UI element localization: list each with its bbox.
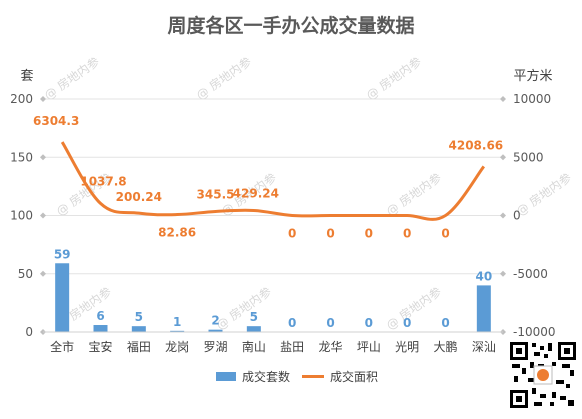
watermark-text: @ 房地内参 xyxy=(513,170,574,219)
left-tick-marker xyxy=(40,154,46,161)
x-tick-label: 龙华 xyxy=(318,340,342,354)
watermark-text: @ 房地内参 xyxy=(213,284,274,333)
left-axis: 0 50 100 150 200 xyxy=(10,92,46,339)
left-tick-marker xyxy=(40,270,46,277)
bar xyxy=(131,326,146,332)
line-data-label: 4208.66 xyxy=(449,138,504,152)
x-tick-label: 宝安 xyxy=(88,339,112,354)
left-tick-label: 50 xyxy=(18,267,33,281)
x-tick-label: 大鹏 xyxy=(433,340,457,354)
x-tick-label: 福田 xyxy=(127,339,151,354)
bar-data-label: 0 xyxy=(326,316,334,330)
x-tick-label: 盐田 xyxy=(280,340,304,354)
line-data-label: 0 xyxy=(441,227,449,241)
watermark-text: @ 房地内参 xyxy=(383,284,444,333)
x-axis: 全市 宝安 福田 龙岗 罗湖 南山 盐田 龙华 坪山 光明 大鹏 深汕 xyxy=(43,331,503,354)
left-axis-unit: 套 xyxy=(20,68,33,84)
bar-data-label: 59 xyxy=(54,247,71,261)
legend-swatch-bar xyxy=(216,372,236,381)
x-tick-label: 深汕 xyxy=(472,340,496,354)
line-data-label: 0 xyxy=(403,227,411,241)
line-data-label: 0 xyxy=(326,227,334,241)
right-tick-label: -5000 xyxy=(513,267,548,281)
left-tick-label: 0 xyxy=(25,325,33,339)
bar-data-label: 0 xyxy=(441,316,449,330)
bar-data-label: 5 xyxy=(250,310,258,324)
legend-label-bar: 成交套数 xyxy=(242,369,290,384)
bar xyxy=(208,329,223,332)
right-axis-unit: 平方米 xyxy=(513,68,552,84)
right-tick-marker xyxy=(500,154,506,161)
x-tick-label: 罗湖 xyxy=(203,339,227,354)
legend-label-line: 成交面积 xyxy=(330,369,378,384)
bar-data-label: 1 xyxy=(173,315,181,329)
line-data-label: 0 xyxy=(365,227,373,241)
bar-data-label: 40 xyxy=(475,269,492,283)
left-tick-label: 100 xyxy=(10,209,33,223)
x-tick-label: 坪山 xyxy=(357,340,381,354)
left-tick-marker xyxy=(40,212,46,219)
line-data-label: 429.24 xyxy=(233,186,279,200)
bar xyxy=(476,285,491,332)
bar-data-label: 2 xyxy=(211,314,219,328)
right-tick-marker xyxy=(500,96,506,102)
chart-title: 周度各区一手办公成交量数据 xyxy=(167,14,414,37)
line-data-label: 1037.8 xyxy=(80,174,126,188)
line-path xyxy=(60,141,486,221)
line-data-label: 6304.3 xyxy=(33,114,79,128)
bar-data-label: 6 xyxy=(96,309,104,323)
left-tick-label: 200 xyxy=(10,92,33,106)
watermark-text: @ 房地内参 xyxy=(383,170,444,219)
legend: 成交套数 成交面积 xyxy=(216,369,378,384)
bar xyxy=(246,326,261,332)
line-data-label: 0 xyxy=(288,227,296,241)
bar xyxy=(93,325,108,332)
right-tick-label: 5000 xyxy=(513,150,544,164)
bar-data-label: 0 xyxy=(365,316,373,330)
x-tick-label: 龙岗 xyxy=(165,340,189,354)
left-tick-marker xyxy=(40,96,46,102)
right-axis: -10000 -5000 0 5000 10000 xyxy=(500,92,556,339)
left-tick-label: 150 xyxy=(10,150,33,164)
right-tick-label: -10000 xyxy=(513,325,556,339)
bar-data-label: 5 xyxy=(135,310,143,324)
watermark-text: @ 房地内参 xyxy=(41,54,102,103)
line-data-label: 82.86 xyxy=(158,226,196,240)
x-tick-label: 全市 xyxy=(50,339,74,354)
line-data-label: 200.24 xyxy=(116,190,162,204)
right-tick-label: 10000 xyxy=(513,92,551,106)
bar xyxy=(170,330,185,332)
bar-data-label: 0 xyxy=(288,316,296,330)
watermark-text: @ 房地内参 xyxy=(363,54,424,103)
x-tick-label: 光明 xyxy=(395,340,419,354)
right-tick-marker xyxy=(500,212,506,219)
watermark-text: @ 房地内参 xyxy=(193,54,254,103)
right-tick-label: 0 xyxy=(513,209,521,223)
bar-series: 59 6 5 1 2 5 0 0 0 0 0 40 xyxy=(54,247,492,332)
x-tick-label: 南山 xyxy=(242,339,266,354)
right-tick-marker xyxy=(500,270,506,277)
bar xyxy=(55,263,70,332)
line-data-label: 345.5 xyxy=(197,187,235,201)
bar-data-label: 0 xyxy=(403,316,411,330)
qr-code-image xyxy=(508,340,578,410)
